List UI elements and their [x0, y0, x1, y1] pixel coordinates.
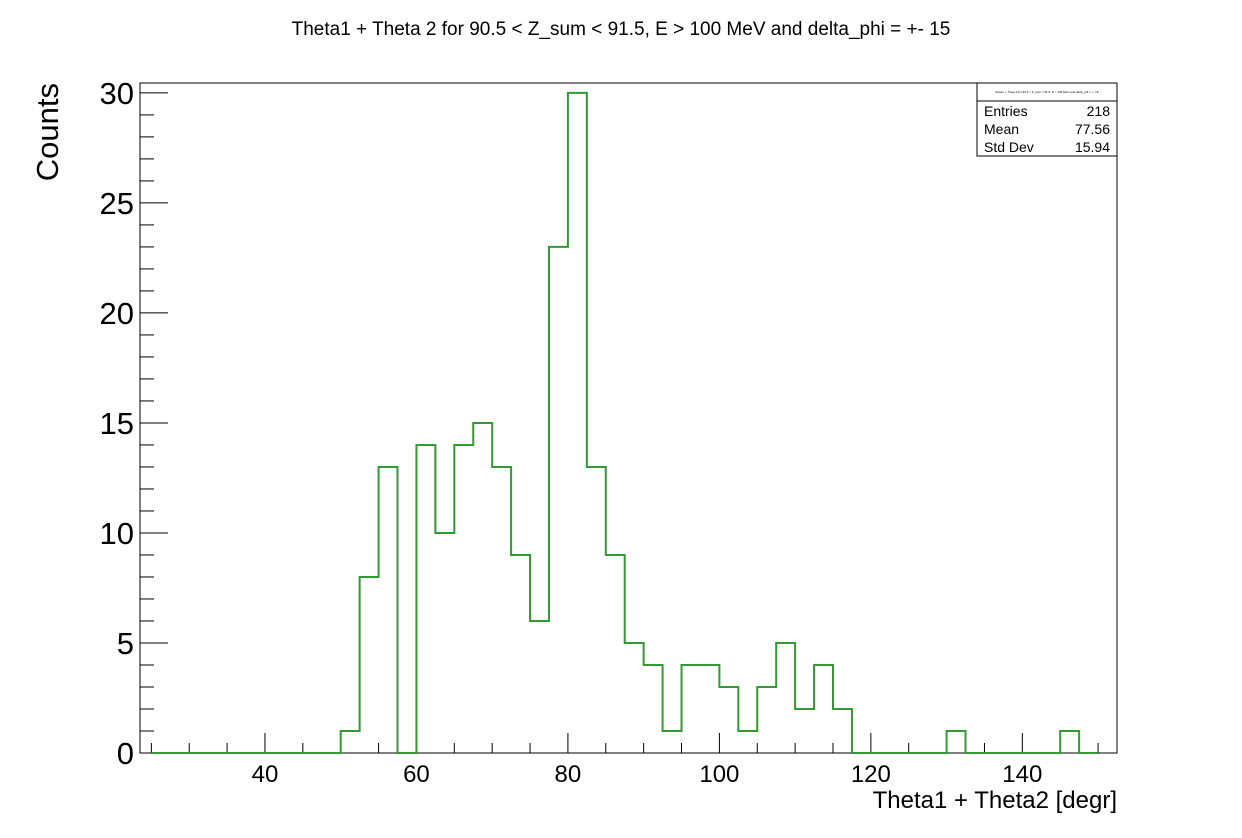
x-axis: 40 60 80 100 120 140: [150, 733, 1099, 788]
y-tick-label: 25: [100, 186, 134, 221]
stats-entries-label: Entries: [984, 103, 1028, 119]
x-tick-label: 80: [555, 761, 582, 788]
stats-box-frame: [976, 82, 1118, 157]
y-tick-label: 5: [117, 626, 134, 661]
stats-stddev-value: 15.94: [1075, 139, 1110, 155]
plot-frame: [139, 82, 1118, 754]
stats-stddev-label: Std Dev: [984, 139, 1034, 155]
y-axis: 0 5 10 15 20 25 30: [100, 76, 168, 771]
y-tick-label: 10: [100, 516, 134, 551]
x-tick-label: 100: [699, 761, 739, 788]
y-axis-label: Counts: [30, 83, 65, 181]
stats-entries-value: 218: [1087, 103, 1111, 119]
stats-box: theta1 + Theta 2 for 90.5 < Z_sum < 91.5…: [976, 82, 1118, 157]
x-tick-label: 140: [1002, 761, 1042, 788]
histogram-series-line: [151, 91, 1099, 754]
x-tick-label: 60: [403, 761, 430, 788]
y-tick-label: 20: [100, 296, 134, 331]
x-tick-label: 120: [851, 761, 891, 788]
y-tick-label: 30: [100, 76, 134, 111]
x-axis-label: Theta1 + Theta2 [degr]: [873, 787, 1117, 814]
chart-title: Theta1 + Theta 2 for 90.5 < Z_sum < 91.5…: [292, 19, 951, 40]
x-tick-label: 40: [252, 761, 279, 788]
y-tick-label: 0: [117, 736, 134, 771]
stats-mean-label: Mean: [984, 121, 1019, 137]
stats-mean-value: 77.56: [1075, 121, 1110, 137]
stats-title: theta1 + Theta 2 for 90.5 < Z_sum < 91.5…: [995, 90, 1098, 94]
y-tick-label: 15: [100, 406, 134, 441]
